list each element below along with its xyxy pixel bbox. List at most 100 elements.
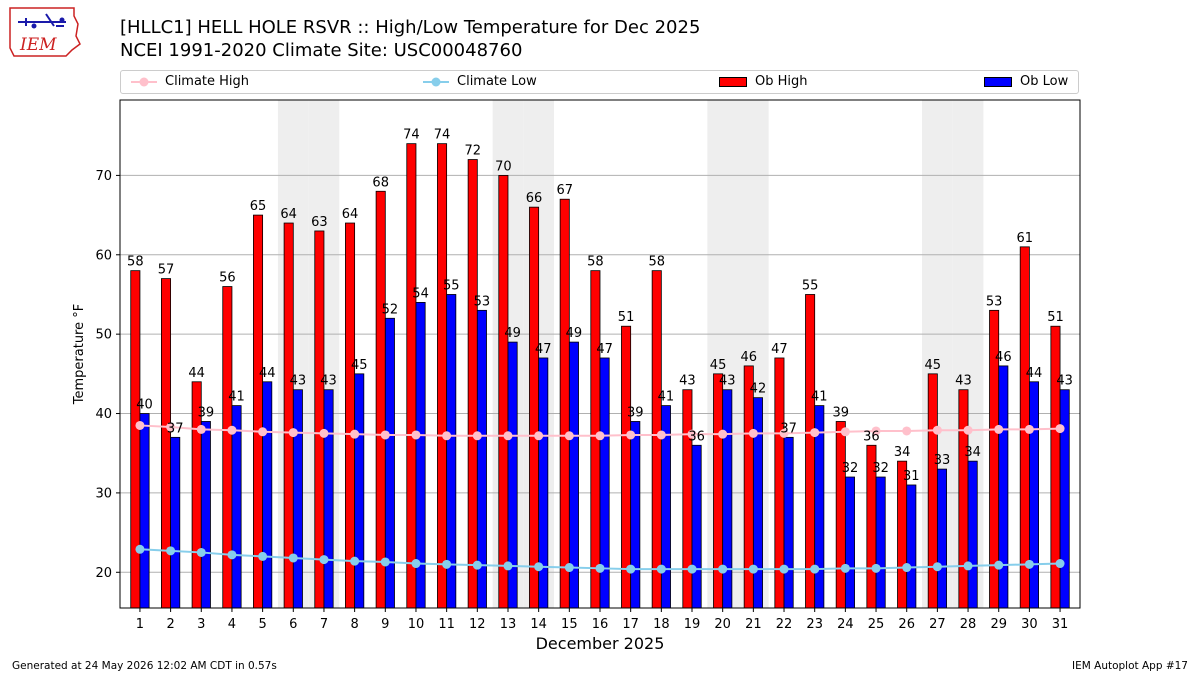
logo-text: IEM	[19, 35, 57, 55]
climate-low-point	[564, 563, 574, 573]
ob-high-bar	[958, 389, 969, 609]
climate-high-point	[564, 431, 574, 441]
y-tick-label: 20	[95, 566, 112, 581]
x-tick-label: 14	[530, 617, 547, 632]
data-label: 37	[167, 421, 184, 436]
x-tick-label: 19	[684, 617, 701, 632]
data-label: 46	[995, 350, 1012, 365]
ob-low-bar	[170, 436, 181, 609]
data-label: 45	[925, 358, 942, 373]
ob-high-bar	[437, 143, 448, 609]
data-label: 57	[158, 263, 175, 278]
climate-low-point	[503, 561, 513, 571]
climate-high-point	[748, 428, 758, 438]
y-axis-label: Temperature °F	[72, 304, 87, 405]
data-label: 43	[290, 374, 307, 389]
ob-low-bar	[691, 444, 702, 609]
ob-low-bar	[906, 484, 917, 609]
ob-low-bar	[844, 476, 855, 609]
ob-low-bar	[875, 476, 886, 609]
data-label: 49	[566, 326, 583, 341]
climate-high-point	[626, 430, 636, 440]
x-tick-label: 4	[228, 617, 236, 632]
ob-high-bar	[529, 206, 540, 609]
climate-low-point	[687, 564, 697, 574]
x-tick-label: 27	[929, 617, 946, 632]
ob-high-bar	[222, 286, 233, 609]
data-label: 66	[526, 191, 543, 206]
data-label: 54	[412, 286, 429, 301]
climate-high-point	[503, 431, 513, 441]
climate-low-point	[166, 546, 176, 556]
x-tick-label: 26	[898, 617, 915, 632]
data-label: 58	[648, 255, 665, 270]
data-label: 74	[403, 128, 420, 143]
climate-low-point	[963, 561, 973, 571]
data-label: 43	[679, 374, 696, 389]
ob-low-bar	[200, 421, 211, 609]
ob-low-bar	[1028, 381, 1039, 609]
data-label: 44	[188, 366, 205, 381]
data-label: 56	[219, 271, 236, 286]
data-label: 43	[1056, 374, 1073, 389]
ob-low-bar	[722, 389, 733, 609]
data-label: 44	[259, 366, 276, 381]
legend-swatch-ob-high	[719, 77, 747, 87]
data-label: 61	[1017, 231, 1034, 246]
legend-label-climate-low: Climate Low	[457, 74, 537, 89]
data-label: 41	[228, 390, 245, 405]
data-label: 45	[710, 358, 727, 373]
climate-high-point	[534, 431, 544, 441]
ob-high-bar	[805, 294, 816, 609]
climate-low-point	[902, 563, 912, 573]
data-label: 58	[587, 255, 604, 270]
ob-low-bar	[630, 421, 641, 609]
climate-low-point	[626, 564, 636, 574]
data-label: 34	[894, 445, 911, 460]
x-tick-label: 29	[990, 617, 1007, 632]
footer-generated-text: Generated at 24 May 2026 12:02 AM CDT in…	[12, 660, 277, 672]
x-tick-label: 22	[776, 617, 793, 632]
data-label: 55	[802, 278, 819, 293]
climate-high-point	[135, 420, 145, 430]
data-label: 72	[464, 144, 481, 159]
climate-low-point	[656, 564, 666, 574]
ob-high-bar	[161, 278, 172, 609]
x-tick-label: 21	[745, 617, 762, 632]
data-label: 37	[780, 421, 797, 436]
data-label: 55	[443, 278, 460, 293]
climate-low-point	[227, 550, 237, 560]
x-tick-label: 15	[561, 617, 578, 632]
data-label: 43	[320, 374, 337, 389]
ob-low-bar	[139, 413, 150, 609]
x-tick-label: 18	[653, 617, 670, 632]
climate-low-point	[472, 560, 482, 570]
ob-high-bar	[345, 222, 356, 609]
data-label: 43	[955, 374, 972, 389]
data-label: 47	[596, 342, 613, 357]
data-label: 63	[311, 215, 328, 230]
ob-low-bar	[967, 460, 978, 609]
climate-high-point	[288, 428, 298, 438]
ob-low-bar	[231, 405, 242, 609]
ob-low-bar	[1059, 389, 1070, 609]
legend-swatch-climate-low	[423, 77, 449, 87]
data-label: 36	[863, 429, 880, 444]
climate-high-point	[472, 431, 482, 441]
x-tick-label: 13	[500, 617, 517, 632]
x-tick-label: 30	[1021, 617, 1038, 632]
ob-high-bar	[253, 214, 264, 609]
climate-high-point	[871, 426, 881, 436]
climate-low-point	[135, 544, 145, 554]
ob-low-bar	[262, 381, 273, 609]
data-label: 65	[250, 199, 267, 214]
ob-high-bar	[651, 270, 662, 609]
data-label: 47	[535, 342, 552, 357]
data-label: 53	[474, 294, 491, 309]
data-label: 49	[504, 326, 521, 341]
data-label: 53	[986, 294, 1003, 309]
ob-high-bar	[283, 222, 294, 609]
data-label: 74	[434, 128, 451, 143]
x-tick-label: 17	[622, 617, 639, 632]
legend-item-ob-low: Ob Low	[984, 74, 1068, 90]
